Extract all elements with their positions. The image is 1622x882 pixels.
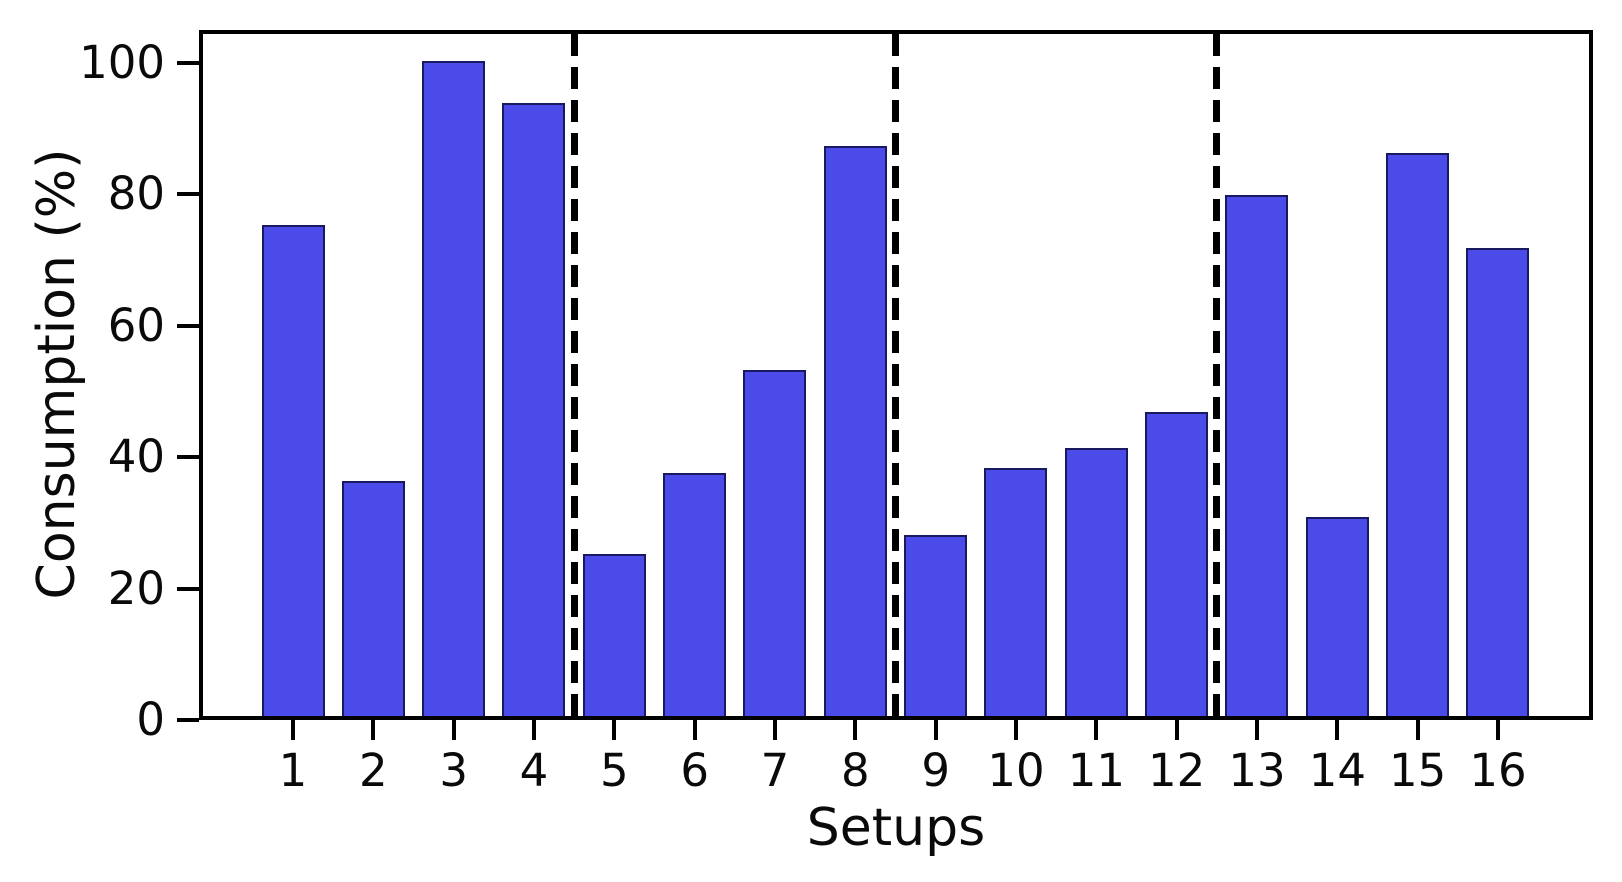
x-tick-label-4: 4: [519, 744, 549, 797]
bar-setup-4: [502, 103, 566, 718]
x-tick-mark-9: [933, 720, 938, 740]
x-tick-mark-10: [1013, 720, 1018, 740]
x-tick-label-8: 8: [841, 744, 870, 797]
bar-setup-8: [823, 145, 887, 718]
bar-setup-2: [341, 481, 405, 718]
x-tick-mark-7: [772, 720, 777, 740]
y-tick-mark-40: [177, 455, 199, 459]
bar-setup-9: [904, 535, 968, 718]
x-tick-label-13: 13: [1228, 744, 1286, 797]
bar-setup-12: [1145, 412, 1209, 718]
group-divider-after-12: [1213, 34, 1221, 716]
x-tick-mark-11: [1094, 720, 1099, 740]
x-tick-label-10: 10: [987, 744, 1045, 797]
x-tick-label-3: 3: [439, 744, 468, 797]
bar-setup-3: [422, 60, 486, 718]
bar-setup-14: [1305, 517, 1369, 718]
bar-setup-11: [1064, 448, 1128, 718]
bar-setup-6: [663, 472, 727, 718]
x-tick-mark-15: [1415, 720, 1420, 740]
x-tick-mark-1: [291, 720, 295, 740]
y-tick-mark-20: [177, 586, 199, 591]
bar-setup-7: [743, 369, 807, 718]
x-tick-label-14: 14: [1308, 744, 1366, 797]
y-tick-label-0: 0: [136, 693, 165, 746]
x-axis-title: Setups: [806, 798, 986, 858]
x-tick-mark-4: [531, 720, 536, 740]
x-tick-mark-12: [1174, 720, 1179, 740]
x-tick-label-7: 7: [760, 744, 790, 797]
y-tick-mark-100: [177, 60, 199, 65]
y-tick-label-80: 80: [107, 167, 165, 220]
y-tick-label-40: 40: [107, 430, 165, 483]
x-tick-label-12: 12: [1148, 744, 1206, 797]
x-tick-mark-8: [853, 720, 858, 740]
x-tick-mark-6: [692, 720, 697, 740]
x-tick-label-11: 11: [1067, 744, 1125, 797]
x-tick-mark-13: [1254, 720, 1259, 740]
x-tick-mark-2: [371, 720, 376, 740]
x-tick-label-1: 1: [278, 744, 308, 797]
x-tick-mark-16: [1495, 720, 1500, 740]
x-tick-label-6: 6: [680, 744, 709, 797]
x-tick-label-2: 2: [359, 744, 388, 797]
x-tick-label-16: 16: [1469, 744, 1527, 797]
bar-setup-1: [261, 224, 325, 718]
y-tick-mark-0: [177, 718, 199, 722]
y-tick-label-100: 100: [79, 35, 165, 89]
group-divider-after-4: [570, 34, 578, 716]
bar-setup-15: [1386, 152, 1450, 718]
y-tick-mark-80: [177, 192, 199, 196]
x-tick-label-15: 15: [1389, 744, 1447, 797]
x-tick-label-5: 5: [600, 744, 629, 797]
x-tick-mark-14: [1335, 720, 1340, 740]
bar-setup-5: [582, 553, 646, 718]
y-tick-label-60: 60: [107, 298, 165, 352]
group-divider-after-8: [891, 34, 899, 716]
bar-setup-10: [984, 468, 1048, 718]
x-tick-mark-3: [451, 720, 456, 740]
x-tick-label-9: 9: [921, 744, 950, 797]
y-tick-mark-60: [177, 323, 199, 328]
x-tick-mark-5: [612, 720, 617, 740]
bar-setup-13: [1225, 195, 1289, 718]
y-tick-label-20: 20: [107, 561, 165, 615]
bar-setup-16: [1466, 247, 1530, 718]
